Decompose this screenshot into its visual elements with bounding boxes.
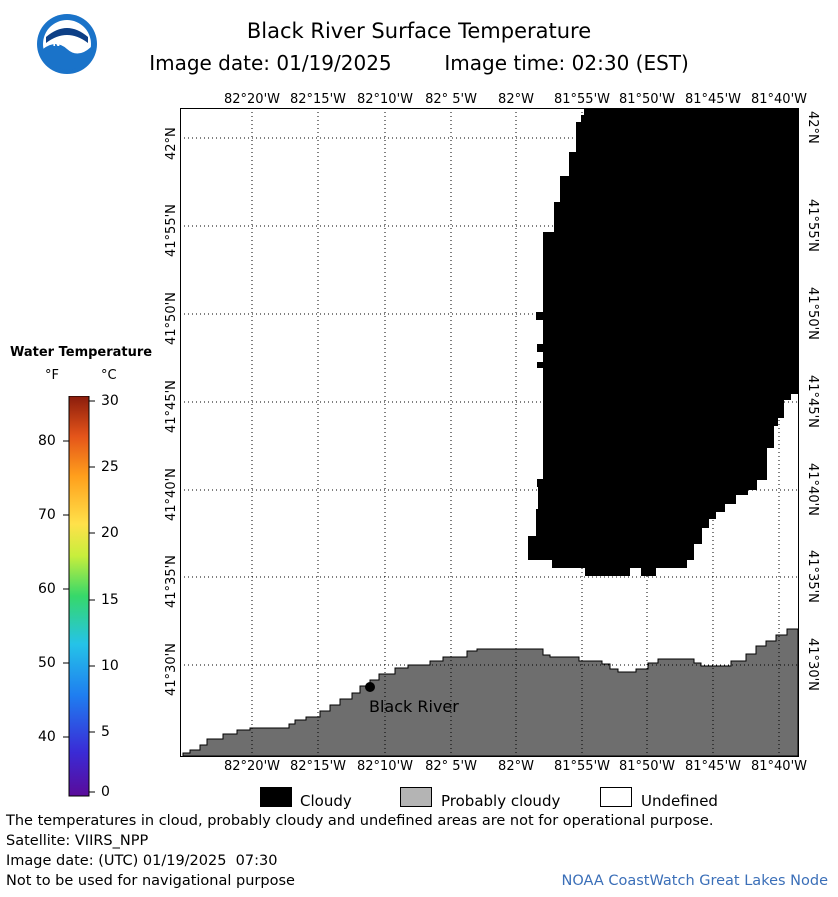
legend-unit-f: °F — [45, 368, 59, 383]
probably-cloudy-swatch — [400, 787, 432, 807]
black-river-marker — [365, 682, 375, 692]
satellite-text: Satellite: VIIRS_NPP — [6, 833, 149, 849]
lat-label: 41°30'N — [164, 643, 179, 696]
f-tick-label: 60 — [38, 581, 56, 597]
c-tick-label: 5 — [101, 724, 110, 740]
lon-label: 82°W — [498, 759, 534, 774]
graticule — [180, 108, 799, 757]
lat-label: 41°30'N — [805, 638, 820, 691]
c-tick-label: 30 — [101, 393, 119, 409]
lon-label: 81°55'W — [553, 759, 611, 774]
c-tick-label: 15 — [101, 592, 119, 608]
legend-unit-c: °C — [101, 368, 117, 383]
land-area — [182, 628, 799, 757]
f-tick-label: 80 — [38, 433, 56, 449]
image-date: Image date: 01/19/2025 — [149, 51, 392, 75]
lon-label: 81°50'W — [618, 759, 676, 774]
f-tick-label: 70 — [38, 507, 56, 523]
lon-label: 82°10'W — [356, 759, 414, 774]
utc-date-text: Image date: (UTC) 01/19/2025 07:30 — [6, 853, 278, 869]
lat-label: 41°45'N — [164, 380, 179, 433]
lon-label: 82°15'W — [289, 759, 347, 774]
map-frame[interactable] — [180, 108, 799, 761]
lon-label: 82°20'W — [223, 759, 281, 774]
lon-label: 81°50'W — [618, 92, 676, 107]
undefined-label: Undefined — [641, 792, 718, 810]
nav-warning-text: Not to be used for navigational purpose — [6, 873, 295, 889]
lon-label: 81°45'W — [684, 92, 742, 107]
f-tick-label: 40 — [38, 729, 56, 745]
lon-label: 82°10'W — [356, 92, 414, 107]
lat-label: 41°40'N — [164, 468, 179, 521]
lon-label: 81°40'W — [750, 92, 808, 107]
lat-label: 41°55'N — [805, 199, 820, 252]
lon-label: 81°55'W — [553, 92, 611, 107]
disclaimer-text: The temperatures in cloud, probably clou… — [6, 813, 714, 829]
noaa-logo: NOAA — [36, 13, 98, 75]
undefined-swatch — [600, 787, 632, 807]
place-label-black-river: Black River — [369, 697, 459, 716]
map-title: Black River Surface Temperature — [246, 19, 592, 43]
lat-label: 42°N — [164, 127, 179, 160]
colorbar — [63, 395, 95, 798]
image-datetime: Image date: 01/19/2025 Image time: 02:30… — [0, 51, 838, 75]
lat-label: 41°50'N — [164, 292, 179, 345]
legend-title: Water Temperature — [10, 345, 153, 360]
probably-cloudy-label: Probably cloudy — [441, 792, 561, 810]
lat-label: 41°40'N — [805, 463, 820, 516]
cloudy-label: Cloudy — [300, 792, 352, 810]
cloud-area — [528, 109, 798, 576]
lon-label: 82° 5'W — [425, 759, 477, 774]
lat-label: 41°35'N — [805, 550, 820, 603]
c-tick-label: 0 — [101, 784, 110, 800]
lon-label: 82° 5'W — [425, 92, 477, 107]
lon-label: 82°W — [498, 92, 534, 107]
lon-label: 82°15'W — [289, 92, 347, 107]
f-tick-label: 50 — [38, 655, 56, 671]
lat-label: 41°35'N — [164, 555, 179, 608]
c-tick-label: 10 — [101, 658, 119, 674]
c-tick-label: 20 — [101, 525, 119, 541]
image-time: Image time: 02:30 (EST) — [444, 51, 689, 75]
credit-link[interactable]: NOAA CoastWatch Great Lakes Node — [561, 873, 828, 889]
lat-label: 42°N — [805, 111, 820, 144]
lon-label: 81°45'W — [684, 759, 742, 774]
svg-text:NOAA: NOAA — [53, 39, 82, 49]
lat-label: 41°45'N — [805, 375, 820, 428]
lon-label: 81°40'W — [750, 759, 808, 774]
lon-label: 82°20'W — [223, 92, 281, 107]
cloudy-swatch — [260, 787, 292, 807]
c-tick-label: 25 — [101, 459, 119, 475]
lat-label: 41°50'N — [805, 287, 820, 340]
lat-label: 41°55'N — [164, 204, 179, 257]
